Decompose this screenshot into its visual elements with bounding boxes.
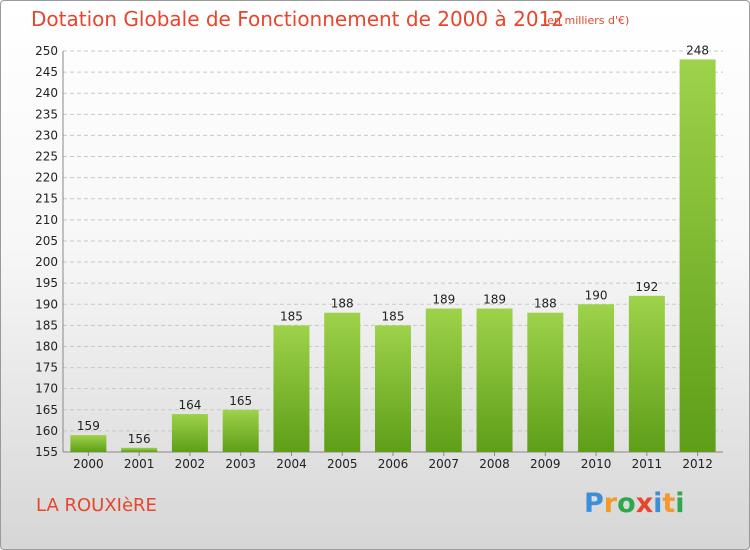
x-tick-label: 2000 (73, 457, 104, 471)
y-tick-label: 220 (35, 171, 58, 185)
data-label: 164 (178, 398, 201, 412)
x-tick-label: 2009 (530, 457, 561, 471)
proxiti-logo[interactable]: Proxiti (584, 488, 685, 519)
data-label: 190 (585, 288, 608, 302)
x-tick-label: 2010 (581, 457, 612, 471)
bar (476, 308, 513, 452)
data-label: 189 (432, 292, 455, 306)
data-label: 189 (483, 292, 506, 306)
y-tick-label: 175 (35, 361, 58, 375)
y-tick-label: 225 (35, 150, 58, 164)
y-tick-label: 245 (35, 65, 58, 79)
logo-letter: P (584, 488, 604, 519)
x-tick-label: 2004 (276, 457, 307, 471)
logo-letter: x (635, 488, 654, 519)
bar (578, 304, 615, 452)
bar (273, 325, 310, 452)
x-tick-label: 2001 (124, 457, 155, 471)
y-tick-label: 230 (35, 128, 58, 142)
data-label: 192 (635, 280, 658, 294)
logo-letter: o (617, 488, 636, 519)
bar (324, 312, 361, 452)
bar (527, 312, 564, 452)
y-tick-label: 185 (35, 318, 58, 332)
x-tick-label: 2003 (225, 457, 256, 471)
data-label: 165 (229, 394, 252, 408)
data-label: 185 (280, 309, 303, 323)
logo-letter: t (662, 488, 676, 519)
data-label: 248 (686, 43, 709, 57)
x-tick-label: 2002 (175, 457, 206, 471)
y-tick-label: 195 (35, 276, 58, 290)
y-tick-label: 210 (35, 213, 58, 227)
y-tick-label: 205 (35, 234, 58, 248)
y-tick-label: 160 (35, 424, 58, 438)
x-tick-label: 2005 (327, 457, 358, 471)
chart-subtitle: (en milliers d'€) (543, 14, 630, 27)
bar (121, 447, 158, 452)
logo-letter: i (675, 488, 685, 519)
bar (679, 59, 716, 452)
bar (70, 435, 107, 452)
logo-letter: r (603, 488, 618, 519)
x-tick-label: 2012 (682, 457, 713, 471)
x-tick-label: 2007 (428, 457, 459, 471)
y-tick-label: 250 (35, 44, 58, 58)
bar (375, 325, 411, 452)
y-tick-label: 170 (35, 382, 58, 396)
place-name: LA ROUXIèRE (36, 495, 157, 516)
bar (628, 295, 665, 452)
x-tick-label: 2008 (479, 457, 510, 471)
y-tick-label: 235 (35, 107, 58, 121)
chart-title: Dotation Globale de Fonctionnement de 20… (31, 7, 564, 31)
data-label: 156 (128, 432, 151, 446)
y-tick-label: 240 (35, 86, 58, 100)
x-tick-label: 2006 (378, 457, 409, 471)
y-tick-label: 200 (35, 255, 58, 269)
y-tick-label: 190 (35, 297, 58, 311)
logo-letter: i (653, 488, 663, 519)
data-label: 185 (382, 309, 405, 323)
bar (222, 409, 259, 452)
bar (171, 414, 208, 452)
x-tick-label: 2011 (632, 457, 663, 471)
y-tick-label: 215 (35, 192, 58, 206)
y-tick-label: 155 (35, 445, 58, 459)
data-label: 159 (77, 419, 100, 433)
y-tick-label: 180 (35, 339, 58, 353)
y-tick-label: 165 (35, 403, 58, 417)
bar (425, 308, 462, 452)
data-label: 188 (331, 297, 354, 311)
data-label: 188 (534, 297, 557, 311)
